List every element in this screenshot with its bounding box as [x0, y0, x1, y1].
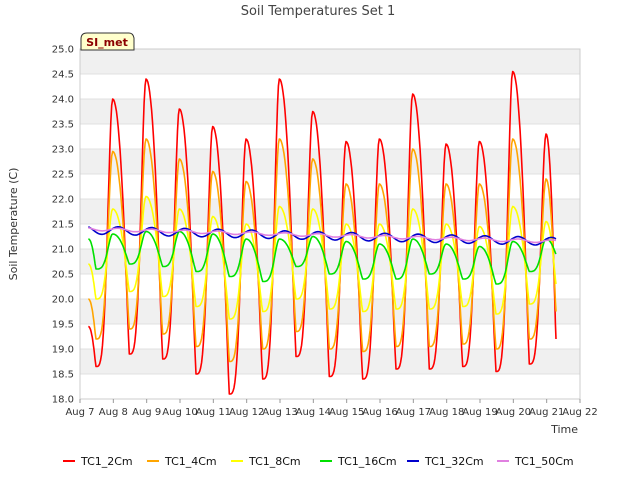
y-tick-label: 22.5 [52, 170, 74, 181]
y-tick-label: 18.5 [52, 370, 74, 381]
x-tick-label: Aug 18 [429, 407, 464, 418]
x-tick-label: Aug 10 [162, 407, 197, 418]
legend-label: TC1_32Cm [424, 455, 484, 468]
x-axis-label: Time [550, 423, 578, 436]
plot-background [80, 49, 580, 399]
legend-item: TC1_16Cm [320, 455, 397, 468]
x-tick-label: Aug 15 [329, 407, 364, 418]
y-tick-label: 24.0 [52, 95, 74, 106]
series-line-tc1_50cm [88, 227, 557, 244]
y-tick-label: 18.0 [52, 395, 74, 406]
background-band [80, 349, 580, 374]
series-lines [87, 70, 557, 395]
background-band [80, 174, 580, 199]
y-tick-label: 20.0 [52, 295, 74, 306]
x-tick-label: Aug 7 [65, 407, 94, 418]
legend-label: TC1_8Cm [248, 455, 301, 468]
x-tick-label: Aug 16 [362, 407, 397, 418]
legend-item: TC1_32Cm [407, 455, 484, 468]
legend-item: TC1_8Cm [231, 455, 301, 468]
background-band [80, 374, 580, 399]
y-tick-label: 24.5 [52, 70, 74, 81]
background-band [80, 99, 580, 124]
x-tick-label: Aug 19 [462, 407, 497, 418]
legend-label: TC1_16Cm [337, 455, 397, 468]
legend-item: TC1_2Cm [63, 455, 133, 468]
legend-label: TC1_50Cm [514, 455, 574, 468]
background-band [80, 49, 580, 74]
y-axis-ticks: 18.0 18.5 19.0 19.5 20.0 20.5 21.0 21.5 22.0 22.5… [52, 45, 74, 406]
y-axis-label: Soil Temperature (C) [7, 168, 20, 281]
chart-title: Soil Temperatures Set 1 [241, 4, 396, 19]
station-badge: SI_met [80, 32, 135, 51]
legend: TC1_2Cm TC1_4Cm TC1_8Cm TC1_16Cm TC1_32Cm TC1… [63, 455, 574, 468]
legend-label: TC1_4Cm [164, 455, 217, 468]
y-tick-label: 25.0 [52, 45, 74, 56]
x-tick-label: Aug 14 [296, 407, 331, 418]
series-line-tc1_4cm [88, 138, 557, 363]
y-tick-label: 19.5 [52, 320, 74, 331]
x-tick-label: Aug 20 [496, 407, 531, 418]
x-tick-label: Aug 11 [196, 407, 231, 418]
plot-frame [79, 48, 581, 400]
y-tick-label: 23.5 [52, 120, 74, 131]
legend-label: TC1_2Cm [80, 455, 133, 468]
x-tick-label: Aug 8 [99, 407, 128, 418]
x-tick-label: Aug 21 [529, 407, 564, 418]
x-tick-label: Aug 12 [229, 407, 264, 418]
x-tick-label: Aug 13 [262, 407, 297, 418]
background-band [80, 299, 580, 324]
legend-item: TC1_4Cm [147, 455, 217, 468]
x-tick-label: Aug 9 [132, 407, 161, 418]
background-band [80, 199, 580, 224]
series-line-tc1_8cm [88, 195, 557, 320]
x-tick-label: Aug 22 [562, 407, 597, 418]
y-tick-label: 21.5 [52, 220, 74, 231]
background-band [80, 149, 580, 174]
y-tick-label: 22.0 [52, 195, 74, 206]
background-band [80, 74, 580, 99]
y-tick-label: 20.5 [52, 270, 74, 281]
x-tick-label: Aug 17 [396, 407, 431, 418]
background-band [80, 249, 580, 274]
legend-item: TC1_50Cm [497, 455, 574, 468]
y-tick-label: 23.0 [52, 145, 74, 156]
station-badge-label: SI_met [86, 36, 128, 49]
series-line-tc1_16cm [88, 230, 557, 285]
y-tick-label: 21.0 [52, 245, 74, 256]
background-band [80, 124, 580, 149]
background-band [80, 274, 580, 299]
y-tick-label: 19.0 [52, 345, 74, 356]
background-band [80, 324, 580, 349]
